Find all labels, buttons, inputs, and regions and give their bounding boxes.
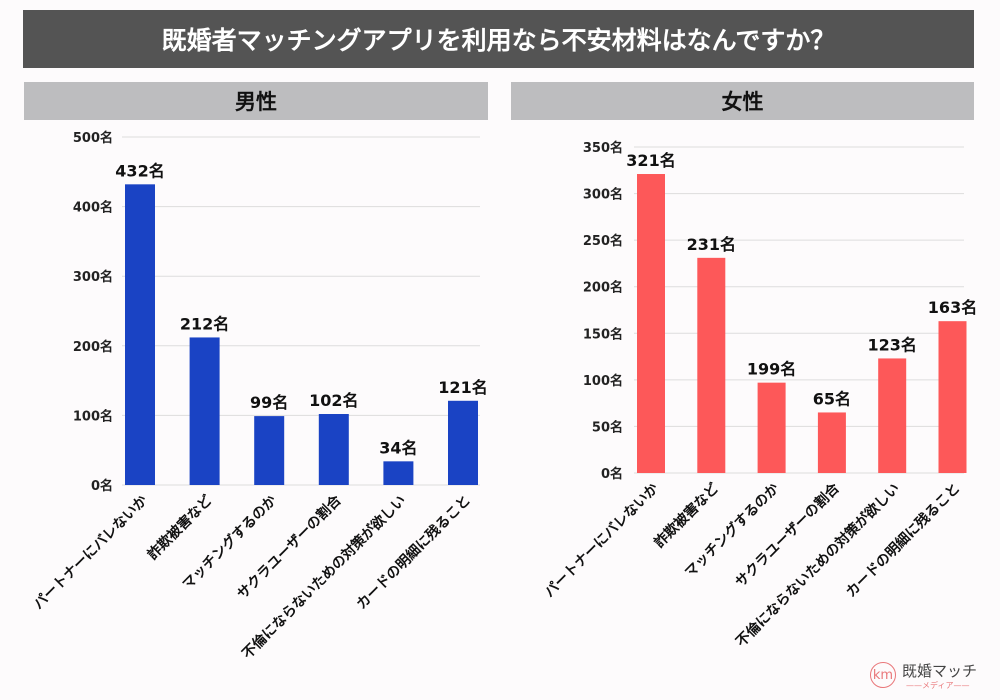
male-y-tick-label: 300名 [73,269,113,285]
female-bar [697,257,726,473]
male-y-tick-label: 0名 [91,478,113,494]
male-y-tick-label: 400名 [73,200,113,216]
male-data-label: 34名 [379,438,417,457]
female-y-tick-label: 250名 [583,233,623,249]
male-category-label: カードの明細に残ること [353,492,474,613]
female-data-label: 199名 [747,360,796,379]
female-y-tick-label: 300名 [583,187,623,203]
female-y-tick-label: 150名 [583,326,623,342]
female-y-tick-label: 350名 [583,140,623,156]
female-data-label: 321名 [626,151,675,170]
logo-icon: km [870,662,896,688]
male-category-label: パートナーにバレないか [31,493,151,613]
male-data-label: 212名 [180,314,229,333]
male-category-label: サクラユーザーの割合 [234,491,346,603]
male-data-label: 121名 [438,378,487,397]
male-bar [448,400,478,485]
male-y-tick-label: 100名 [73,408,113,424]
logo: km 既婚マッチ ——メディア—— [866,658,992,694]
female-panel-title: 女性 [511,82,974,120]
female-bar [878,358,907,473]
female-bar [757,382,786,473]
male-bar [383,461,414,485]
male-y-tick-label: 200名 [73,339,113,355]
logo-subtitle: ——メディア—— [906,681,970,690]
female-y-tick-label: 0名 [601,466,623,482]
female-y-tick-label: 200名 [583,280,623,296]
male-bar [189,337,220,485]
male-category-label: 詐欺被害など [144,492,215,563]
male-y-tick-label: 500名 [73,130,113,146]
male-bar [318,414,349,485]
female-data-label: 123名 [867,335,916,354]
female-category-label: カードの明細に残ること [842,480,963,601]
female-bar [938,321,967,473]
female-category-label: サクラユーザーの割合 [732,479,844,591]
chart-title: 既婚者マッチングアプリを利用なら不安材料はなんですか？ [23,10,974,68]
female-bar [637,174,665,474]
female-y-tick-label: 50名 [592,419,623,435]
female-data-label: 65名 [813,389,851,408]
male-data-label: 99名 [250,393,288,412]
logo-name: 既婚マッチ [902,662,978,680]
male-bar [125,184,155,485]
male-data-label: 432名 [115,161,164,180]
female-bar [817,412,846,473]
female-data-label: 163名 [928,298,977,317]
female-category-label: パートナーにバレないか [542,481,662,601]
female-y-tick-label: 100名 [583,373,623,389]
male-bar [254,416,285,485]
male-panel-title: 男性 [24,82,488,120]
female-data-label: 231名 [687,235,736,254]
male-data-label: 102名 [309,391,358,410]
